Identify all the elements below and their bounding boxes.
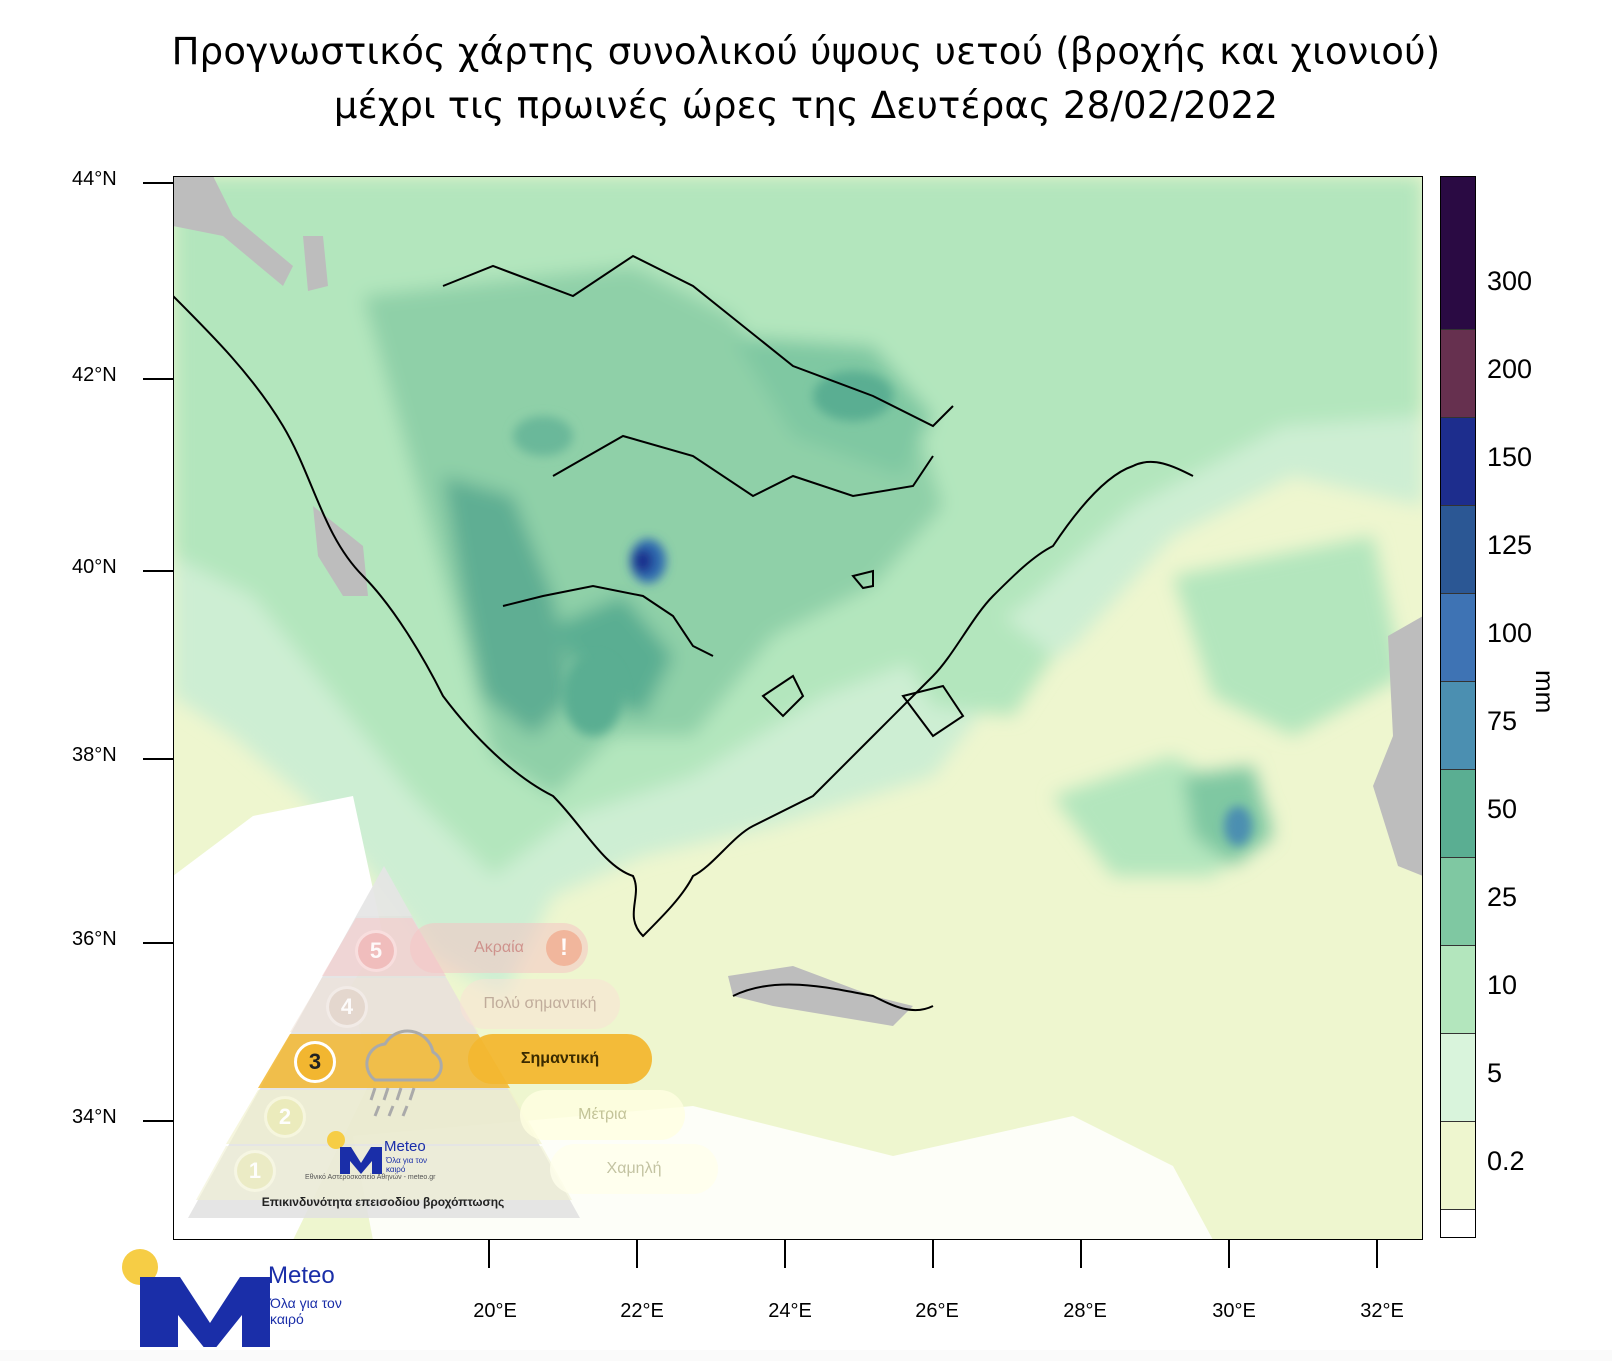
colorbar-segment (1441, 1121, 1475, 1209)
meteo-logo-mark (122, 1249, 276, 1355)
colorbar-segment (1441, 769, 1475, 857)
lon-tick (636, 1240, 638, 1268)
map-title-line-2: μέχρι τις πρωινές ώρες της Δευτέρας 28/0… (333, 84, 1279, 127)
colorbar-segment (1441, 417, 1475, 505)
lat-tick (143, 182, 173, 184)
colorbar-label: 75 (1487, 706, 1518, 736)
lon-tick (784, 1240, 786, 1268)
lat-tick (143, 570, 173, 572)
lat-label: 42°N (72, 364, 117, 386)
lon-tick (1376, 1240, 1378, 1268)
logo-sun (122, 1249, 158, 1285)
map-title-line-1: Προγνωστικός χάρτης συνολικού ύψους υετο… (171, 30, 1441, 73)
colorbar-unit: mm (1530, 670, 1560, 714)
lon-tick (488, 1240, 490, 1268)
brand-slogan: Όλα για τον καιρό (270, 1295, 342, 1327)
colorbar-label: 50 (1487, 794, 1518, 824)
brand-name: Meteo (268, 1262, 335, 1289)
lat-tick (143, 942, 173, 944)
colorbar-segment (1441, 1033, 1475, 1121)
lon-label: 26°E (915, 1300, 959, 1322)
colorbar-segment (1441, 681, 1475, 769)
lon-label: 28°E (1063, 1300, 1107, 1322)
colorbar-label: 125 (1487, 530, 1533, 560)
lon-label: 32°E (1360, 1300, 1404, 1322)
lat-tick (143, 1120, 173, 1122)
lat-label: 36°N (72, 928, 117, 950)
colorbar-label: 10 (1487, 970, 1518, 1000)
colorbar-segment (1441, 593, 1475, 681)
colorbar-label: 150 (1487, 442, 1533, 472)
lon-tick (932, 1240, 934, 1268)
precipitation-field (173, 176, 1423, 1240)
lon-label: 20°E (473, 1300, 517, 1322)
logo-m-letter (140, 1277, 276, 1355)
colorbar-label: 25 (1487, 882, 1518, 912)
lon-tick (1228, 1240, 1230, 1268)
colorbar-label: 100 (1487, 618, 1533, 648)
colorbar (1440, 176, 1476, 1238)
lat-label: 38°N (72, 744, 117, 766)
colorbar-segment (1441, 945, 1475, 1033)
colorbar-label: 0.2 (1487, 1146, 1525, 1176)
colorbar-label: 300 (1487, 266, 1533, 296)
lon-label: 22°E (620, 1300, 664, 1322)
bottom-band (0, 1350, 1612, 1361)
lon-label: 30°E (1212, 1300, 1256, 1322)
colorbar-segment (1441, 177, 1475, 329)
lat-tick (143, 758, 173, 760)
lon-label: 24°E (768, 1300, 812, 1322)
lat-label: 34°N (72, 1106, 117, 1128)
precipitation-map (173, 176, 1423, 1240)
lat-label: 40°N (72, 556, 117, 578)
meteo-logo (120, 1247, 380, 1355)
colorbar-label: 5 (1487, 1058, 1503, 1088)
colorbar-segment (1441, 505, 1475, 593)
lon-tick (1080, 1240, 1082, 1268)
colorbar-segment (1441, 1209, 1475, 1237)
colorbar-segment (1441, 329, 1475, 417)
colorbar-segment (1441, 857, 1475, 945)
colorbar-label: 200 (1487, 354, 1533, 384)
lat-tick (143, 378, 173, 380)
lat-label: 44°N (72, 168, 117, 190)
